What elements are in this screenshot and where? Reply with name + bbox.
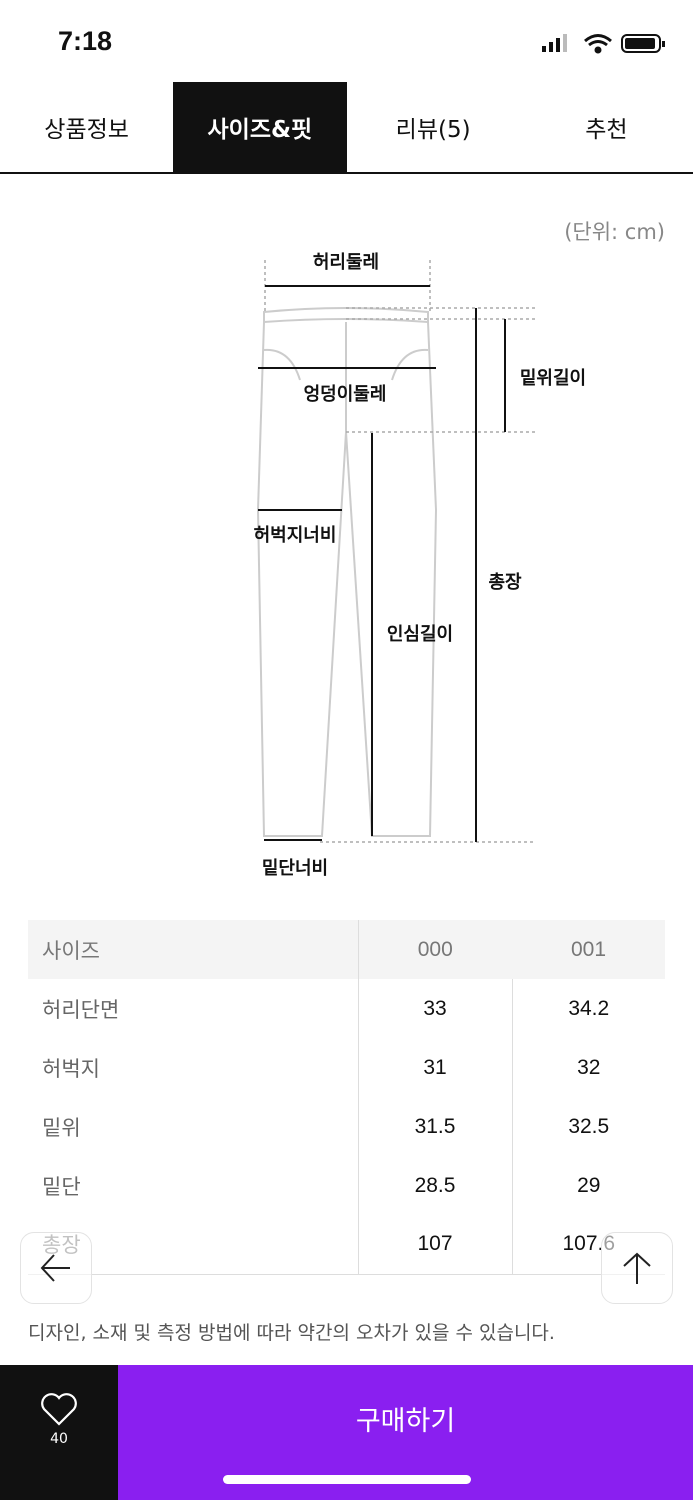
- scroll-top-button[interactable]: [601, 1232, 673, 1304]
- tab-reviews[interactable]: 리뷰(5): [395, 117, 471, 143]
- like-button[interactable]: 40: [0, 1365, 118, 1500]
- tab-product-info[interactable]: 상품정보: [44, 117, 129, 143]
- size-diagram: 허리둘레 엉덩이둘레 허벅지너비 밑단너비 밑위길이 총장 인심길이: [254, 252, 587, 879]
- home-indicator: [223, 1475, 471, 1484]
- table-header: 사이즈 000 001: [28, 920, 665, 979]
- table-row: 밑단 28.5 29: [28, 1156, 665, 1215]
- label-hem: 밑단너비: [262, 858, 328, 879]
- arrow-left-icon: [40, 1254, 70, 1282]
- wifi-icon: [584, 34, 612, 54]
- status-bar: 7:18: [0, 0, 693, 82]
- label-inseam: 인심길이: [387, 623, 453, 645]
- tab-bar: 상품정보 사이즈&핏 리뷰(5) 추천: [0, 82, 693, 174]
- table-row: 허리단면 33 34.2: [28, 979, 665, 1038]
- unit-label: (단위: cm): [564, 220, 665, 244]
- label-thigh: 허벅지너비: [254, 525, 337, 546]
- back-button[interactable]: [20, 1232, 92, 1304]
- heart-icon: [41, 1393, 77, 1426]
- like-count: 40: [50, 1431, 68, 1447]
- label-rise: 밑위길이: [520, 367, 586, 389]
- disclaimer: 디자인, 소재 및 측정 방법에 따라 약간의 오차가 있을 수 있습니다.: [28, 1322, 555, 1344]
- table-row: 총장107107.6: [28, 1215, 665, 1275]
- tab-size-fit[interactable]: 사이즈&핏: [173, 82, 347, 172]
- arrow-up-icon: [623, 1252, 651, 1284]
- status-icons: [542, 34, 665, 54]
- battery-icon: [621, 34, 665, 53]
- table-row: 허벅지 31 32: [28, 1038, 665, 1097]
- signal-icon: [542, 34, 567, 52]
- label-total: 총장: [488, 572, 522, 593]
- size-table: 사이즈 000 001 허리단면 33 34.2 허벅지 31 32 밑위 31.5 32.…: [28, 920, 665, 1275]
- clock: 7:18: [58, 26, 113, 56]
- buy-button[interactable]: 구매하기: [118, 1365, 693, 1500]
- label-waist: 허리둘레: [313, 252, 379, 273]
- label-hip: 엉덩이둘레: [304, 384, 387, 405]
- tab-recommend[interactable]: 추천: [585, 117, 628, 143]
- table-row: 밑위 31.5 32.5: [28, 1097, 665, 1156]
- bottom-bar: 40 구매하기: [0, 1365, 693, 1500]
